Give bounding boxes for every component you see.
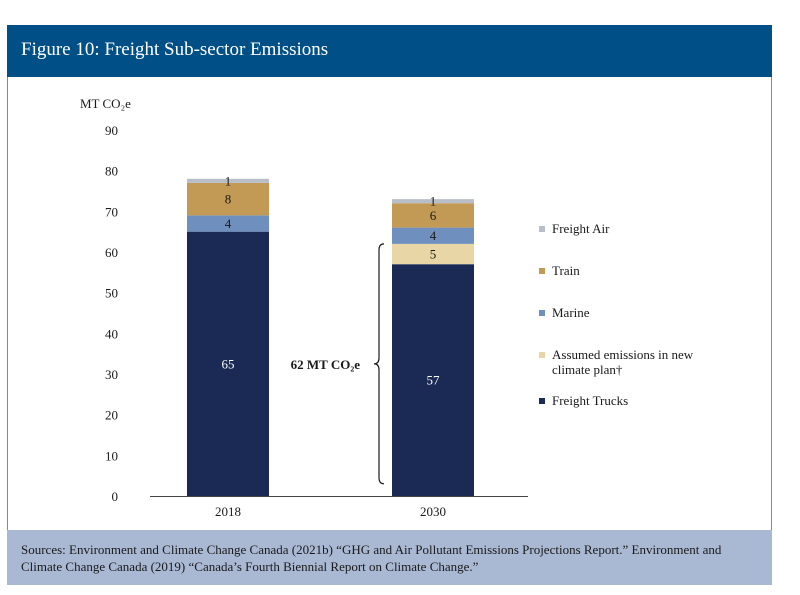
y-tick-label: 20 [105,408,118,423]
bracket-line [373,243,385,485]
bar-segment [392,199,474,204]
bar-segment [392,264,474,496]
y-axis-label: MT CO₂e [80,96,131,111]
bar-value-label: 8 [225,192,232,207]
bar-value-label: 57 [427,373,441,388]
legend-label: Freight Air [552,221,610,236]
y-tick-label: 80 [105,164,118,179]
legend-label: Marine [552,305,590,320]
bar-segment [187,178,269,183]
x-axis: 2018 2030 [150,496,528,519]
y-axis: MT CO₂e 0 10 20 30 40 50 60 70 80 90 [80,96,131,504]
sources-note: Sources: Environment and Climate Change … [7,530,772,585]
legend-label: Train [552,263,580,278]
legend-label: Freight Trucks [552,393,628,408]
bracket-annotation: 62 MT CO₂e [291,243,385,485]
y-tick-label: 0 [112,489,119,504]
legend-swatch [539,398,545,404]
y-tick-label: 10 [105,448,118,463]
legend-swatch [539,268,545,274]
bar-value-label: 65 [222,356,235,371]
legend-swatch [539,226,545,232]
bar-value-label: 1 [225,173,232,188]
legend-swatch [539,352,545,358]
legend-label: Assumed emissions in new climate plan† [552,347,694,377]
legend-swatch [539,310,545,316]
bar-segment [187,231,269,496]
bar-segment [392,203,474,228]
bar-value-label: 5 [430,247,437,262]
bar-segment [392,227,474,244]
x-tick-label: 2030 [420,504,446,519]
bar-value-label: 1 [430,194,437,209]
bar-value-label: 4 [225,216,232,231]
x-tick-label: 2018 [215,504,241,519]
bar-segment [187,182,269,216]
sources-text: Sources: Environment and Climate Change … [21,542,722,574]
bar-value-label: 6 [430,208,437,223]
legend: Freight Air Train Marine Assumed emissions … [539,221,694,408]
y-tick-label: 70 [105,204,118,219]
y-tick-label: 90 [105,123,118,138]
y-tick-label: 60 [105,245,118,260]
bar-value-label: 4 [430,228,437,243]
y-tick-label: 50 [105,286,118,301]
y-tick-label: 40 [105,326,118,341]
figure-frame [7,25,772,585]
bracket-label: 62 MT CO₂e [291,357,361,372]
figure-title: Figure 10: Freight Sub-sector Emissions [21,39,329,60]
bar-segment [187,215,269,232]
y-tick-label: 30 [105,367,118,382]
bar-segment [392,243,474,265]
figure-header: Figure 10: Freight Sub-sector Emissions [7,25,772,77]
